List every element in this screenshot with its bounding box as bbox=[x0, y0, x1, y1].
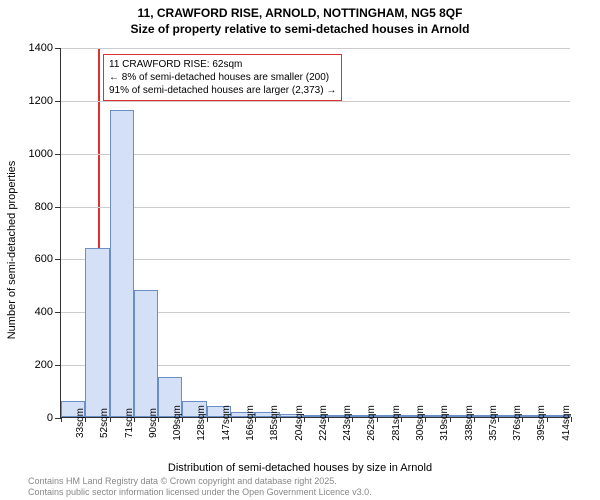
x-tick-label: 185sqm bbox=[255, 405, 280, 441]
y-tick-label: 1400 bbox=[29, 42, 53, 54]
x-tick-label: 52sqm bbox=[85, 408, 110, 438]
annotation-box: 11 CRAWFORD RISE: 62sqm ← 8% of semi-det… bbox=[103, 54, 342, 101]
x-tick-label: 71sqm bbox=[110, 408, 135, 438]
y-tick-label: 800 bbox=[35, 201, 53, 213]
x-tick-label: 204sqm bbox=[280, 405, 305, 441]
y-tick-label: 0 bbox=[47, 412, 53, 424]
x-tick-label: 147sqm bbox=[207, 405, 232, 441]
x-tick-label: 109sqm bbox=[158, 405, 183, 441]
grid-line bbox=[61, 259, 570, 260]
y-tick bbox=[55, 48, 61, 49]
x-tick-label: 90sqm bbox=[134, 408, 159, 438]
grid-line bbox=[61, 207, 570, 208]
y-tick-label: 1200 bbox=[29, 95, 53, 107]
x-tick-label: 224sqm bbox=[304, 405, 329, 441]
y-tick bbox=[55, 259, 61, 260]
x-tick-label: 357sqm bbox=[474, 405, 499, 441]
x-tick-label: 128sqm bbox=[182, 405, 207, 441]
x-tick-label: 414sqm bbox=[547, 405, 572, 441]
x-axis-label: Distribution of semi-detached houses by … bbox=[0, 462, 600, 474]
y-tick-label: 200 bbox=[35, 359, 53, 371]
y-axis-label: Number of semi-detached properties bbox=[6, 161, 18, 340]
histogram-bar bbox=[110, 110, 134, 417]
x-tick-label: 166sqm bbox=[231, 405, 256, 441]
y-tick bbox=[55, 312, 61, 313]
y-tick-label: 1000 bbox=[29, 148, 53, 160]
x-tick-label: 281sqm bbox=[377, 405, 402, 441]
plot-area: 11 CRAWFORD RISE: 62sqm ← 8% of semi-det… bbox=[60, 48, 570, 418]
x-tick-label: 319sqm bbox=[425, 405, 450, 441]
title-line2: Size of property relative to semi-detach… bbox=[0, 22, 600, 38]
y-tick bbox=[55, 154, 61, 155]
chart-title: 11, CRAWFORD RISE, ARNOLD, NOTTINGHAM, N… bbox=[0, 0, 600, 37]
x-tick-label: 300sqm bbox=[401, 405, 426, 441]
footer-note: Contains HM Land Registry data © Crown c… bbox=[28, 476, 372, 498]
x-tick-label: 395sqm bbox=[522, 405, 547, 441]
x-tick-label: 338sqm bbox=[450, 405, 475, 441]
annotation-line1: 11 CRAWFORD RISE: 62sqm bbox=[109, 58, 336, 71]
y-tick bbox=[55, 365, 61, 366]
x-tick bbox=[571, 417, 572, 422]
grid-line bbox=[61, 48, 570, 49]
y-tick bbox=[55, 207, 61, 208]
x-tick-label: 33sqm bbox=[61, 408, 86, 438]
annotation-line2: ← 8% of semi-detached houses are smaller… bbox=[109, 71, 336, 84]
x-tick-label: 243sqm bbox=[328, 405, 353, 441]
annotation-line3: 91% of semi-detached houses are larger (… bbox=[109, 84, 336, 97]
x-tick-label: 376sqm bbox=[498, 405, 523, 441]
y-tick-label: 400 bbox=[35, 306, 53, 318]
x-tick-label: 262sqm bbox=[352, 405, 377, 441]
histogram-bar bbox=[85, 248, 109, 417]
histogram-bar bbox=[134, 290, 158, 417]
grid-line bbox=[61, 101, 570, 102]
y-tick-label: 600 bbox=[35, 253, 53, 265]
y-tick bbox=[55, 101, 61, 102]
grid-line bbox=[61, 154, 570, 155]
title-line1: 11, CRAWFORD RISE, ARNOLD, NOTTINGHAM, N… bbox=[0, 6, 600, 22]
footer-line2: Contains public sector information licen… bbox=[28, 487, 372, 498]
footer-line1: Contains HM Land Registry data © Crown c… bbox=[28, 476, 372, 487]
